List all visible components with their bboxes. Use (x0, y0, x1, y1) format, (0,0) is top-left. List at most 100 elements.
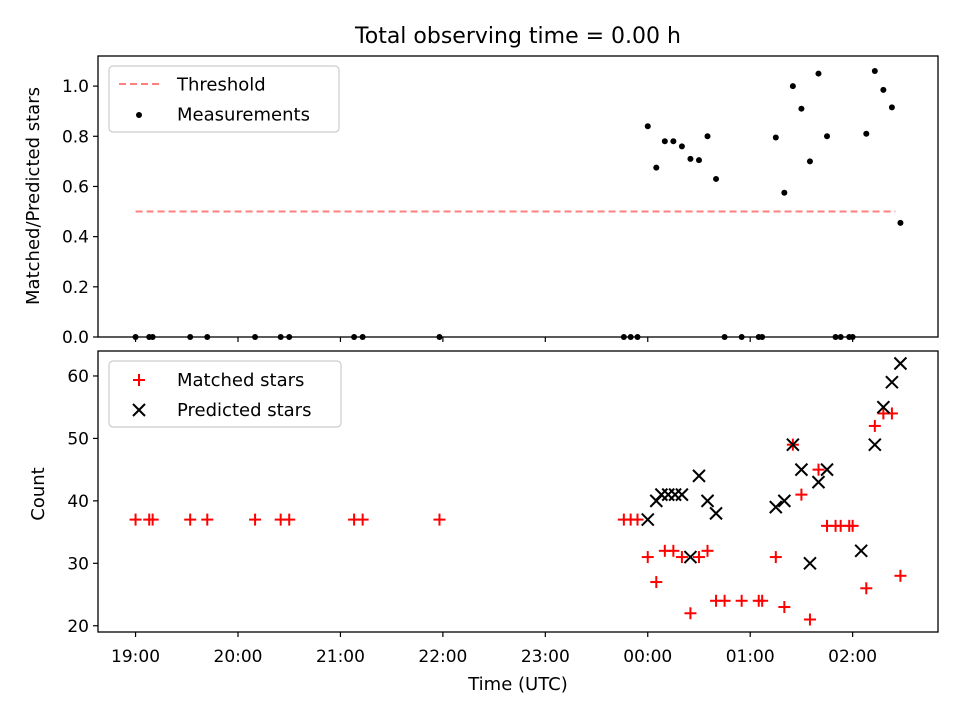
matched-star-point (146, 513, 159, 526)
legend-predicted-marker (132, 403, 146, 417)
legend-measurements-marker (136, 112, 142, 118)
measurement-point (644, 123, 651, 130)
matched-star-point (868, 419, 881, 432)
ratio-panel: 0.0 0.2 0.4 0.6 0.8 1.0 Matched/Predicted sta… (23, 55, 939, 348)
ratio-x-ticks (134, 337, 854, 342)
predicted-star-point (675, 487, 689, 502)
matched-star-point (356, 513, 369, 526)
matched-star-point (718, 594, 731, 607)
predicted-star-point (777, 494, 792, 508)
x-tick-label: 19:00 (111, 647, 160, 667)
x-tick-label: 01:00 (726, 647, 775, 667)
predicted-star-point (854, 544, 868, 558)
matched-star-point (631, 513, 644, 526)
x-tick-label: 22:00 (418, 647, 467, 667)
measurement-point (653, 164, 660, 171)
measurement-point (713, 175, 720, 182)
matched-star-point (283, 513, 296, 526)
matched-star-point (667, 544, 680, 557)
measurement-point (824, 133, 831, 140)
counts-legend-box (108, 360, 342, 428)
matched-star-point (860, 582, 873, 595)
counts-y-tick-label: 40 (67, 492, 89, 512)
measurement-point (704, 133, 711, 140)
legend-matched-marker (133, 374, 145, 386)
measurement-point (687, 155, 694, 162)
matched-star-point (769, 551, 782, 564)
x-tick-label: 00:00 (623, 647, 672, 667)
measurement-point (661, 138, 668, 145)
predicted-star-point (893, 356, 908, 371)
measurement-point (695, 157, 702, 164)
matched-star-point (641, 551, 654, 564)
predicted-star-point (885, 375, 899, 389)
measurement-point (815, 70, 822, 77)
x-axis-label: Time (UTC) (467, 674, 568, 695)
measurement-point (670, 138, 677, 145)
matched-star-point (249, 513, 262, 526)
ratio-y-tick-label: 1.0 (62, 77, 89, 97)
predicted-star-point (794, 462, 809, 477)
ratio-y-axis: 0.0 0.2 0.4 0.6 0.8 1.0 (62, 77, 98, 348)
measurement-point (781, 189, 788, 196)
ratio-y-tick-label: 0.2 (62, 278, 89, 298)
counts-y-axis-label: Count (28, 467, 49, 520)
predicted-star-point (868, 437, 882, 452)
counts-y-axis: 20 30 40 50 60 (67, 367, 98, 637)
predicted-star-point (811, 475, 826, 489)
matched-star-point (675, 551, 688, 564)
matched-star-point (756, 594, 769, 607)
ratio-plot-frame (97, 55, 939, 338)
counts-y-tick-label: 30 (67, 554, 89, 574)
legend-predicted-label: Predicted stars (177, 400, 311, 421)
measurement-point (772, 134, 779, 141)
predicted-star-point (876, 400, 891, 414)
x-tick-label: 21:00 (316, 647, 365, 667)
measurement-point (880, 86, 887, 93)
ratio-y-tick-label: 0.4 (62, 228, 89, 248)
matched-star-point (684, 607, 697, 620)
counts-y-tick-label: 20 (67, 617, 89, 637)
counts-y-tick-label: 50 (67, 429, 89, 449)
predicted-star-point (683, 550, 698, 564)
legend-matched-label: Matched stars (177, 370, 304, 391)
x-tick-label: 02:00 (828, 647, 877, 667)
matched-star-point (846, 519, 859, 532)
matched-star-point (735, 594, 748, 607)
predicted-star-point (820, 462, 834, 477)
ratio-y-tick-label: 0.0 (62, 328, 89, 348)
ratio-legend-box (108, 65, 340, 133)
measurement-point (888, 104, 895, 111)
measurement-point (897, 219, 904, 226)
x-tick-label: 20:00 (214, 647, 263, 667)
matched-star-point (692, 551, 705, 564)
chart-title: Total observing time = 0.00 h (354, 24, 681, 49)
predicted-star-point (786, 437, 800, 452)
matched-star-point (129, 513, 142, 526)
counts-plot-marks (129, 356, 908, 626)
ratio-y-axis-label: Matched/Predicted stars (23, 87, 44, 305)
measurement-point (863, 130, 870, 137)
matched-star-point (184, 513, 197, 526)
matched-star-point (650, 576, 663, 589)
measurement-point (871, 68, 878, 75)
counts-legend: Matched stars Predicted stars (108, 360, 342, 428)
ratio-y-tick-label: 0.6 (62, 177, 89, 197)
legend-measurements-label: Measurements (177, 105, 310, 126)
counts-plot-frame (97, 350, 939, 633)
predicted-star-point (709, 506, 723, 521)
matched-star-point (812, 463, 825, 476)
measurement-point (678, 143, 685, 150)
matched-star-point (201, 513, 214, 526)
predicted-star-point (692, 469, 706, 483)
matched-star-point (433, 513, 446, 526)
legend-threshold-label: Threshold (176, 75, 266, 96)
predicted-star-point (641, 512, 655, 527)
counts-panel: 20 30 40 50 60 19:00 20:00 21:00 22:00 23:00 00:0… (28, 350, 939, 695)
measurement-point (789, 83, 796, 90)
ratio-legend: Threshold Measurements (108, 65, 340, 133)
matched-star-point (701, 544, 714, 557)
counts-y-tick-label: 60 (67, 367, 89, 387)
matched-star-point (795, 488, 808, 501)
